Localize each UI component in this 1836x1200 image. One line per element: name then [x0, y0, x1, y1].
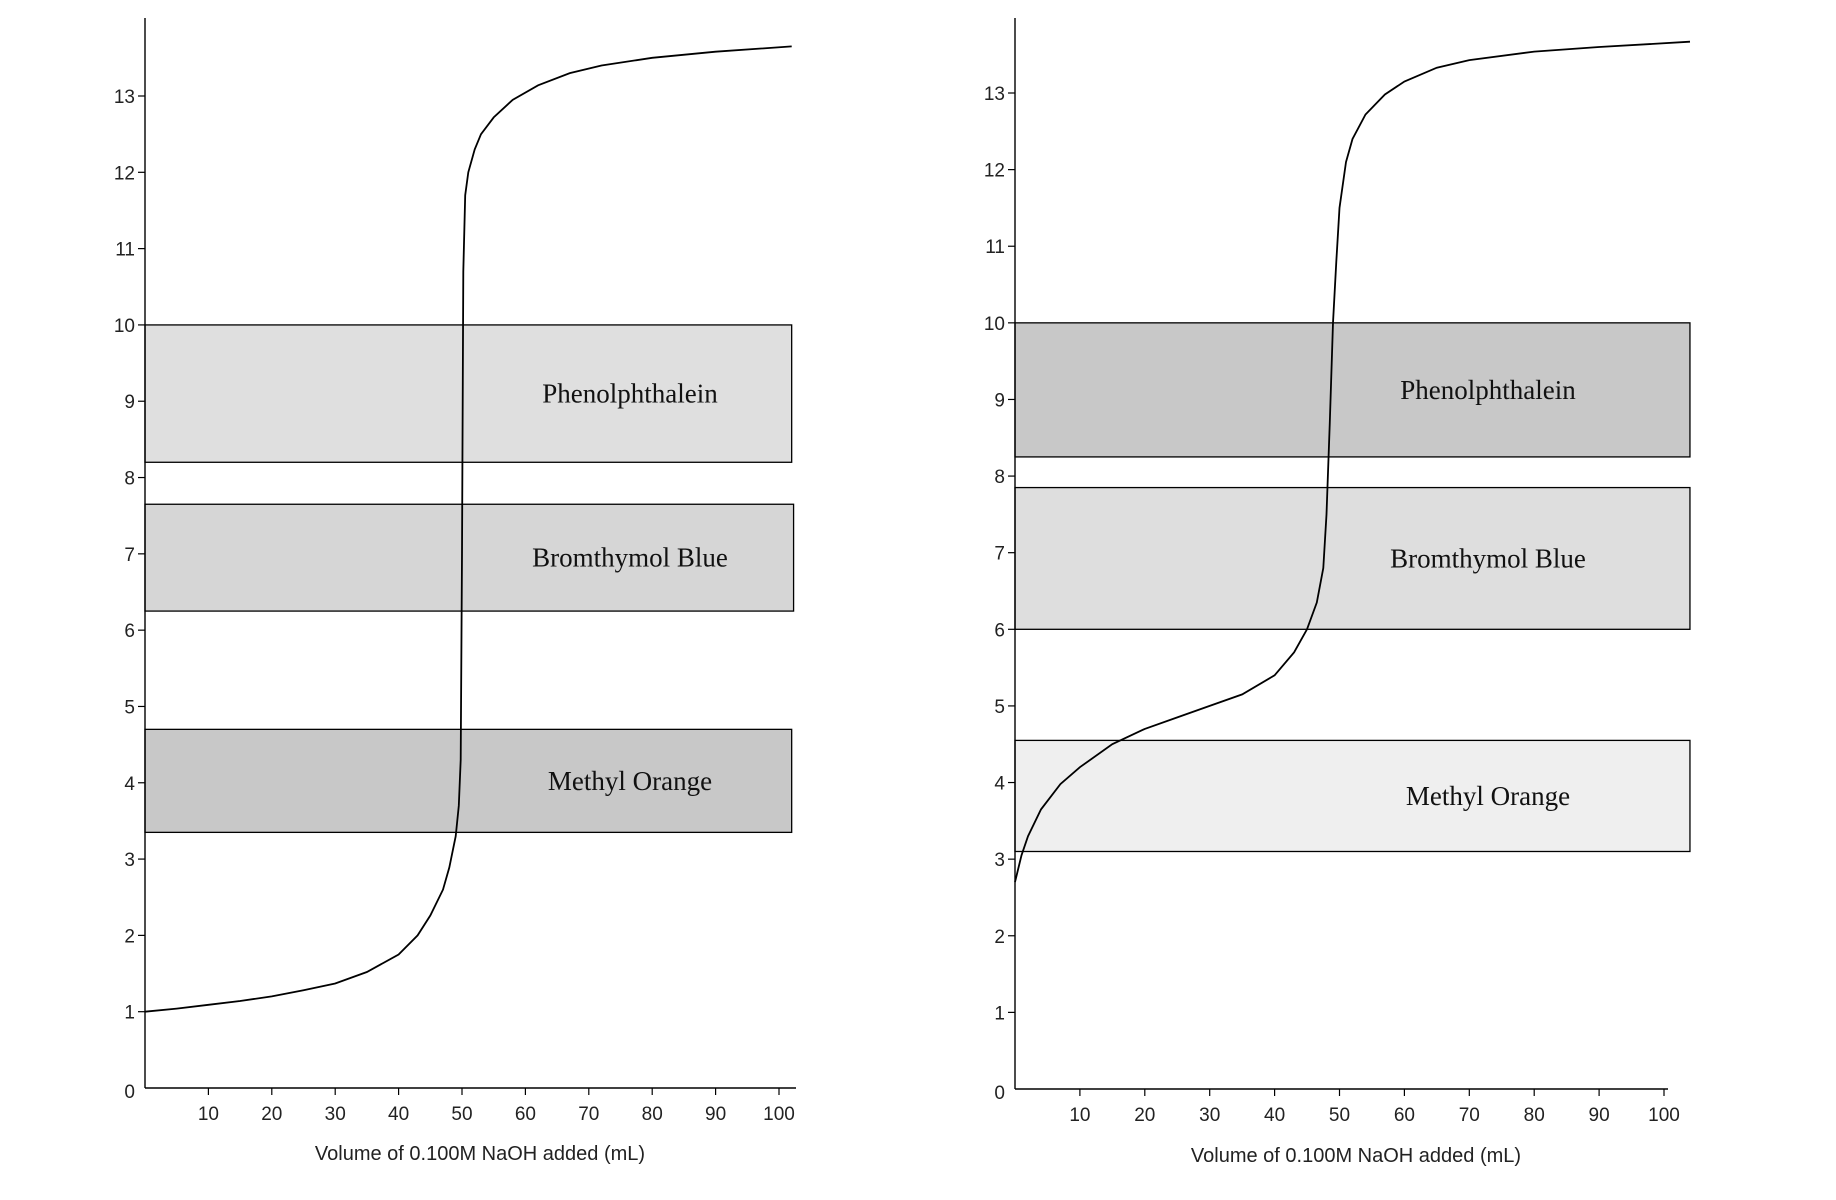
y-tick-label: 0 [124, 1082, 135, 1103]
y-tick-label: 6 [994, 620, 1005, 641]
y-tick-label: 11 [985, 237, 1005, 258]
y-tick-label: 8 [994, 467, 1005, 488]
x-tick-label: 30 [1199, 1105, 1220, 1126]
y-tick-label: 1 [124, 1003, 135, 1024]
indicator-band [1014, 486, 1691, 630]
x-tick-label: 50 [1329, 1105, 1350, 1126]
x-tick-label: 10 [198, 1104, 219, 1125]
x-tick-label: 100 [1648, 1105, 1680, 1126]
x-axis-title: Volume of 0.100M NaOH added (mL) [315, 1143, 645, 1165]
indicator-band [144, 503, 795, 612]
x-tick-label: 70 [1459, 1105, 1480, 1126]
y-tick-label: 0 [994, 1083, 1005, 1104]
band-label: Phenolphthalein [1400, 375, 1576, 405]
y-tick-label: 3 [994, 850, 1005, 871]
y-tick-label: 9 [994, 390, 1005, 411]
x-tick-label: 20 [1134, 1105, 1155, 1126]
y-tick-label: 13 [984, 84, 1005, 105]
x-axis-title: Volume of 0.100M NaOH added (mL) [1191, 1145, 1521, 1167]
x-tick-label: 10 [1069, 1105, 1090, 1126]
y-tick-label: 7 [994, 544, 1005, 565]
x-tick-label: 70 [578, 1104, 599, 1125]
indicator-band [1014, 322, 1691, 458]
x-tick-label: 20 [261, 1104, 282, 1125]
indicator-band [144, 324, 793, 463]
band-label: Methyl Orange [1406, 781, 1570, 811]
indicator-band [1014, 739, 1691, 853]
x-tick-label: 90 [1589, 1105, 1610, 1126]
x-tick-label: 40 [388, 1104, 409, 1125]
x-tick-label: 40 [1264, 1105, 1285, 1126]
band-label: Bromthymol Blue [532, 543, 728, 573]
indicator-band [144, 728, 793, 834]
left-titration-chart: Phenolphthalein Bromthymol Blue Methyl Ora… [114, 18, 796, 1165]
x-tick-label: 100 [763, 1104, 795, 1125]
band-label: Methyl Orange [548, 766, 712, 796]
titration-curve [144, 45, 792, 1013]
x-tick-label: 60 [1394, 1105, 1415, 1126]
band-label: Phenolphthalein [542, 379, 718, 409]
y-tick-label: 8 [124, 469, 135, 490]
y-tick-label: 13 [114, 87, 135, 108]
band-label: Bromthymol Blue [1390, 543, 1586, 573]
y-tick-label: 10 [984, 314, 1005, 335]
y-tick-label: 1 [994, 1003, 1005, 1024]
y-tick-label: 12 [114, 163, 135, 184]
y-tick-label: 5 [994, 697, 1005, 718]
y-tick-label: 6 [124, 621, 135, 642]
y-tick-label: 5 [124, 697, 135, 718]
right-titration-chart: Phenolphthalein Bromthymol Blue Methyl Ora… [984, 18, 1691, 1167]
x-tick-label: 80 [1524, 1105, 1545, 1126]
x-tick-label: 90 [705, 1104, 726, 1125]
y-tick-label: 7 [124, 545, 135, 566]
x-tick-label: 50 [451, 1104, 472, 1125]
y-tick-label: 12 [984, 161, 1005, 182]
y-tick-label: 9 [124, 392, 135, 413]
x-tick-label: 60 [515, 1104, 536, 1125]
x-tick-label: 80 [642, 1104, 663, 1125]
y-tick-label: 10 [114, 316, 135, 337]
y-tick-label: 4 [994, 774, 1005, 795]
y-tick-label: 4 [124, 774, 135, 795]
y-tick-label: 2 [994, 927, 1005, 948]
y-tick-label: 2 [124, 926, 135, 947]
titration-curve [1014, 40, 1691, 883]
y-tick-label: 3 [124, 850, 135, 871]
y-tick-label: 11 [115, 240, 135, 261]
x-tick-label: 30 [325, 1104, 346, 1125]
